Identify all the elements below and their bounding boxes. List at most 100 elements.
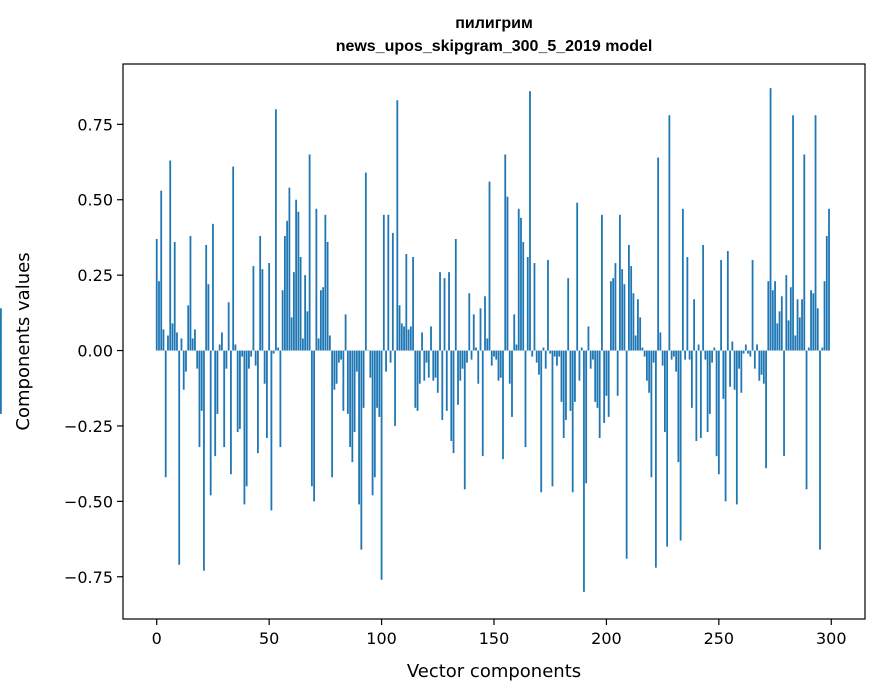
bar-168: [533, 263, 536, 351]
bar-39: [243, 350, 246, 505]
bar-87: [351, 350, 354, 463]
bar-247: [711, 350, 713, 363]
bar-283: [792, 115, 794, 351]
bar-237: [688, 350, 691, 360]
bar-186: [574, 350, 576, 402]
bar-179: [558, 350, 561, 357]
bar-36: [236, 350, 239, 432]
bar-292: [812, 293, 815, 351]
bar-286: [798, 317, 801, 351]
bar-46: [259, 235, 262, 351]
bar-65: [301, 338, 304, 351]
bar-224: [659, 332, 662, 351]
bar-30: [223, 350, 226, 448]
bar-294: [816, 308, 819, 351]
bar-1: [158, 281, 160, 351]
bar-127: [441, 350, 444, 420]
bar-193: [589, 350, 592, 369]
bar-125: [436, 350, 439, 393]
bar-62: [295, 199, 298, 351]
bar-176: [551, 350, 554, 487]
bar-204: [614, 263, 617, 351]
bar-276: [776, 323, 779, 351]
bar-189: [580, 347, 583, 351]
bar-181: [562, 350, 565, 439]
bar-102: [385, 350, 387, 372]
bar-227: [666, 350, 669, 547]
bar-48: [263, 350, 266, 384]
bar-126: [439, 272, 441, 351]
bar-198: [601, 214, 603, 351]
bar-103: [387, 214, 390, 351]
bar-40: [245, 350, 248, 487]
bar-192: [587, 326, 590, 351]
bar-266: [753, 350, 756, 369]
bar-289: [805, 350, 808, 490]
bar-174: [547, 260, 549, 351]
bar-11: [180, 338, 183, 351]
bar-253: [724, 350, 727, 502]
bar-175: [549, 350, 552, 354]
bar-228: [668, 115, 671, 351]
bar-226: [663, 350, 666, 432]
bar-232: [677, 350, 680, 463]
bar-152: [497, 350, 500, 381]
bar-256: [731, 341, 734, 351]
bar-86: [349, 350, 351, 448]
bar-21: [203, 350, 205, 571]
bar-28: [218, 344, 221, 351]
bar-194: [592, 350, 594, 360]
bar-284: [794, 335, 797, 351]
bar-89: [355, 350, 358, 372]
bar-206: [619, 214, 621, 351]
bar-274: [771, 290, 774, 351]
bar-285: [796, 299, 799, 351]
bar-83: [342, 350, 345, 411]
bar-251: [720, 260, 722, 351]
bar-73: [319, 290, 322, 351]
bar-268: [758, 350, 761, 381]
bar-19: [198, 350, 201, 448]
bar-78: [331, 350, 334, 478]
bar-151: [495, 350, 498, 360]
bar-8: [173, 241, 176, 351]
bar-183: [567, 278, 570, 351]
bar-149: [490, 350, 493, 366]
bar-133: [454, 238, 457, 351]
bar-157: [508, 350, 511, 384]
bar-243: [702, 244, 705, 351]
bar-165: [526, 257, 529, 351]
bar-52: [272, 350, 275, 354]
y-tick-label-0: −0.75: [64, 568, 113, 587]
bar-22: [205, 244, 208, 351]
bar-162: [520, 217, 522, 351]
bar-109: [400, 323, 403, 351]
bar-97: [373, 350, 376, 478]
bar-74: [322, 287, 325, 351]
bar-108: [398, 305, 401, 351]
bar-150: [493, 350, 495, 357]
bar-239: [693, 299, 696, 351]
bar-263: [747, 350, 749, 354]
bar-164: [524, 350, 527, 448]
bar-293: [814, 115, 817, 351]
bar-217: [643, 350, 646, 357]
bar-197: [598, 350, 601, 439]
bar-20: [200, 350, 203, 411]
bar-58: [286, 220, 289, 351]
bar-260: [740, 350, 743, 393]
bar-76: [326, 241, 329, 351]
bar-4: [164, 350, 167, 478]
bar-107: [396, 100, 399, 351]
bar-216: [641, 347, 644, 351]
bar-45: [257, 350, 259, 454]
bar-142: [475, 347, 477, 351]
bar-156: [506, 196, 509, 351]
bar-261: [742, 350, 745, 354]
bar-190: [583, 350, 585, 592]
bar-113: [409, 326, 412, 351]
bar-93: [364, 172, 367, 351]
bar-208: [623, 284, 626, 351]
bar-128: [443, 278, 446, 351]
bar-233: [679, 350, 682, 541]
